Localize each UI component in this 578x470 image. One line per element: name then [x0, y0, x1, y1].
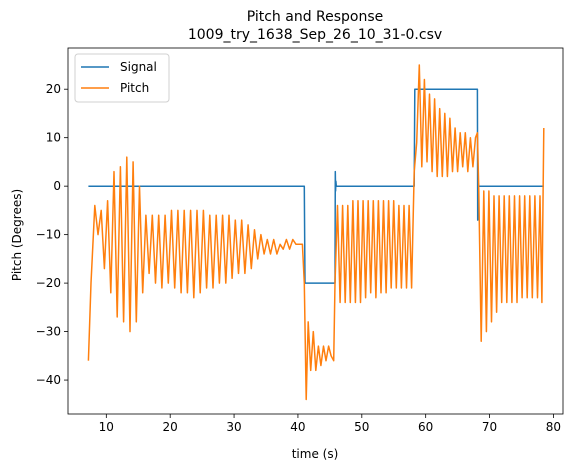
series-line-pitch	[88, 65, 543, 400]
y-tick-label: 0	[53, 179, 61, 193]
legend: Signal Pitch	[75, 54, 169, 102]
legend-label-pitch: Pitch	[120, 81, 149, 95]
x-tick-label: 60	[418, 420, 433, 434]
x-tick-label: 70	[482, 420, 497, 434]
x-tick-label: 20	[163, 420, 178, 434]
x-tick-label: 50	[354, 420, 369, 434]
x-tick-label: 40	[290, 420, 305, 434]
x-tick-label: 30	[226, 420, 241, 434]
chart-subtitle: 1009_try_1638_Sep_26_10_31-0.csv	[188, 27, 442, 43]
y-tick-label: 10	[46, 131, 61, 145]
x-axis: 10 20 30 40 50 60 70 80	[99, 414, 561, 434]
legend-label-signal: Signal	[120, 60, 157, 74]
plot-area	[68, 48, 563, 414]
chart-title: Pitch and Response	[247, 9, 384, 25]
y-tick-label: −40	[36, 373, 61, 387]
y-tick-label: 20	[46, 82, 61, 96]
y-axis-label: Pitch (Degrees)	[10, 189, 24, 281]
y-tick-label: −30	[36, 325, 61, 339]
x-tick-label: 80	[546, 420, 561, 434]
x-axis-label: time (s)	[292, 447, 339, 461]
y-axis: 20 10 0 −10 −20 −30 −40	[36, 82, 68, 387]
x-tick-label: 10	[99, 420, 114, 434]
y-tick-label: −20	[36, 276, 61, 290]
y-tick-label: −10	[36, 228, 61, 242]
